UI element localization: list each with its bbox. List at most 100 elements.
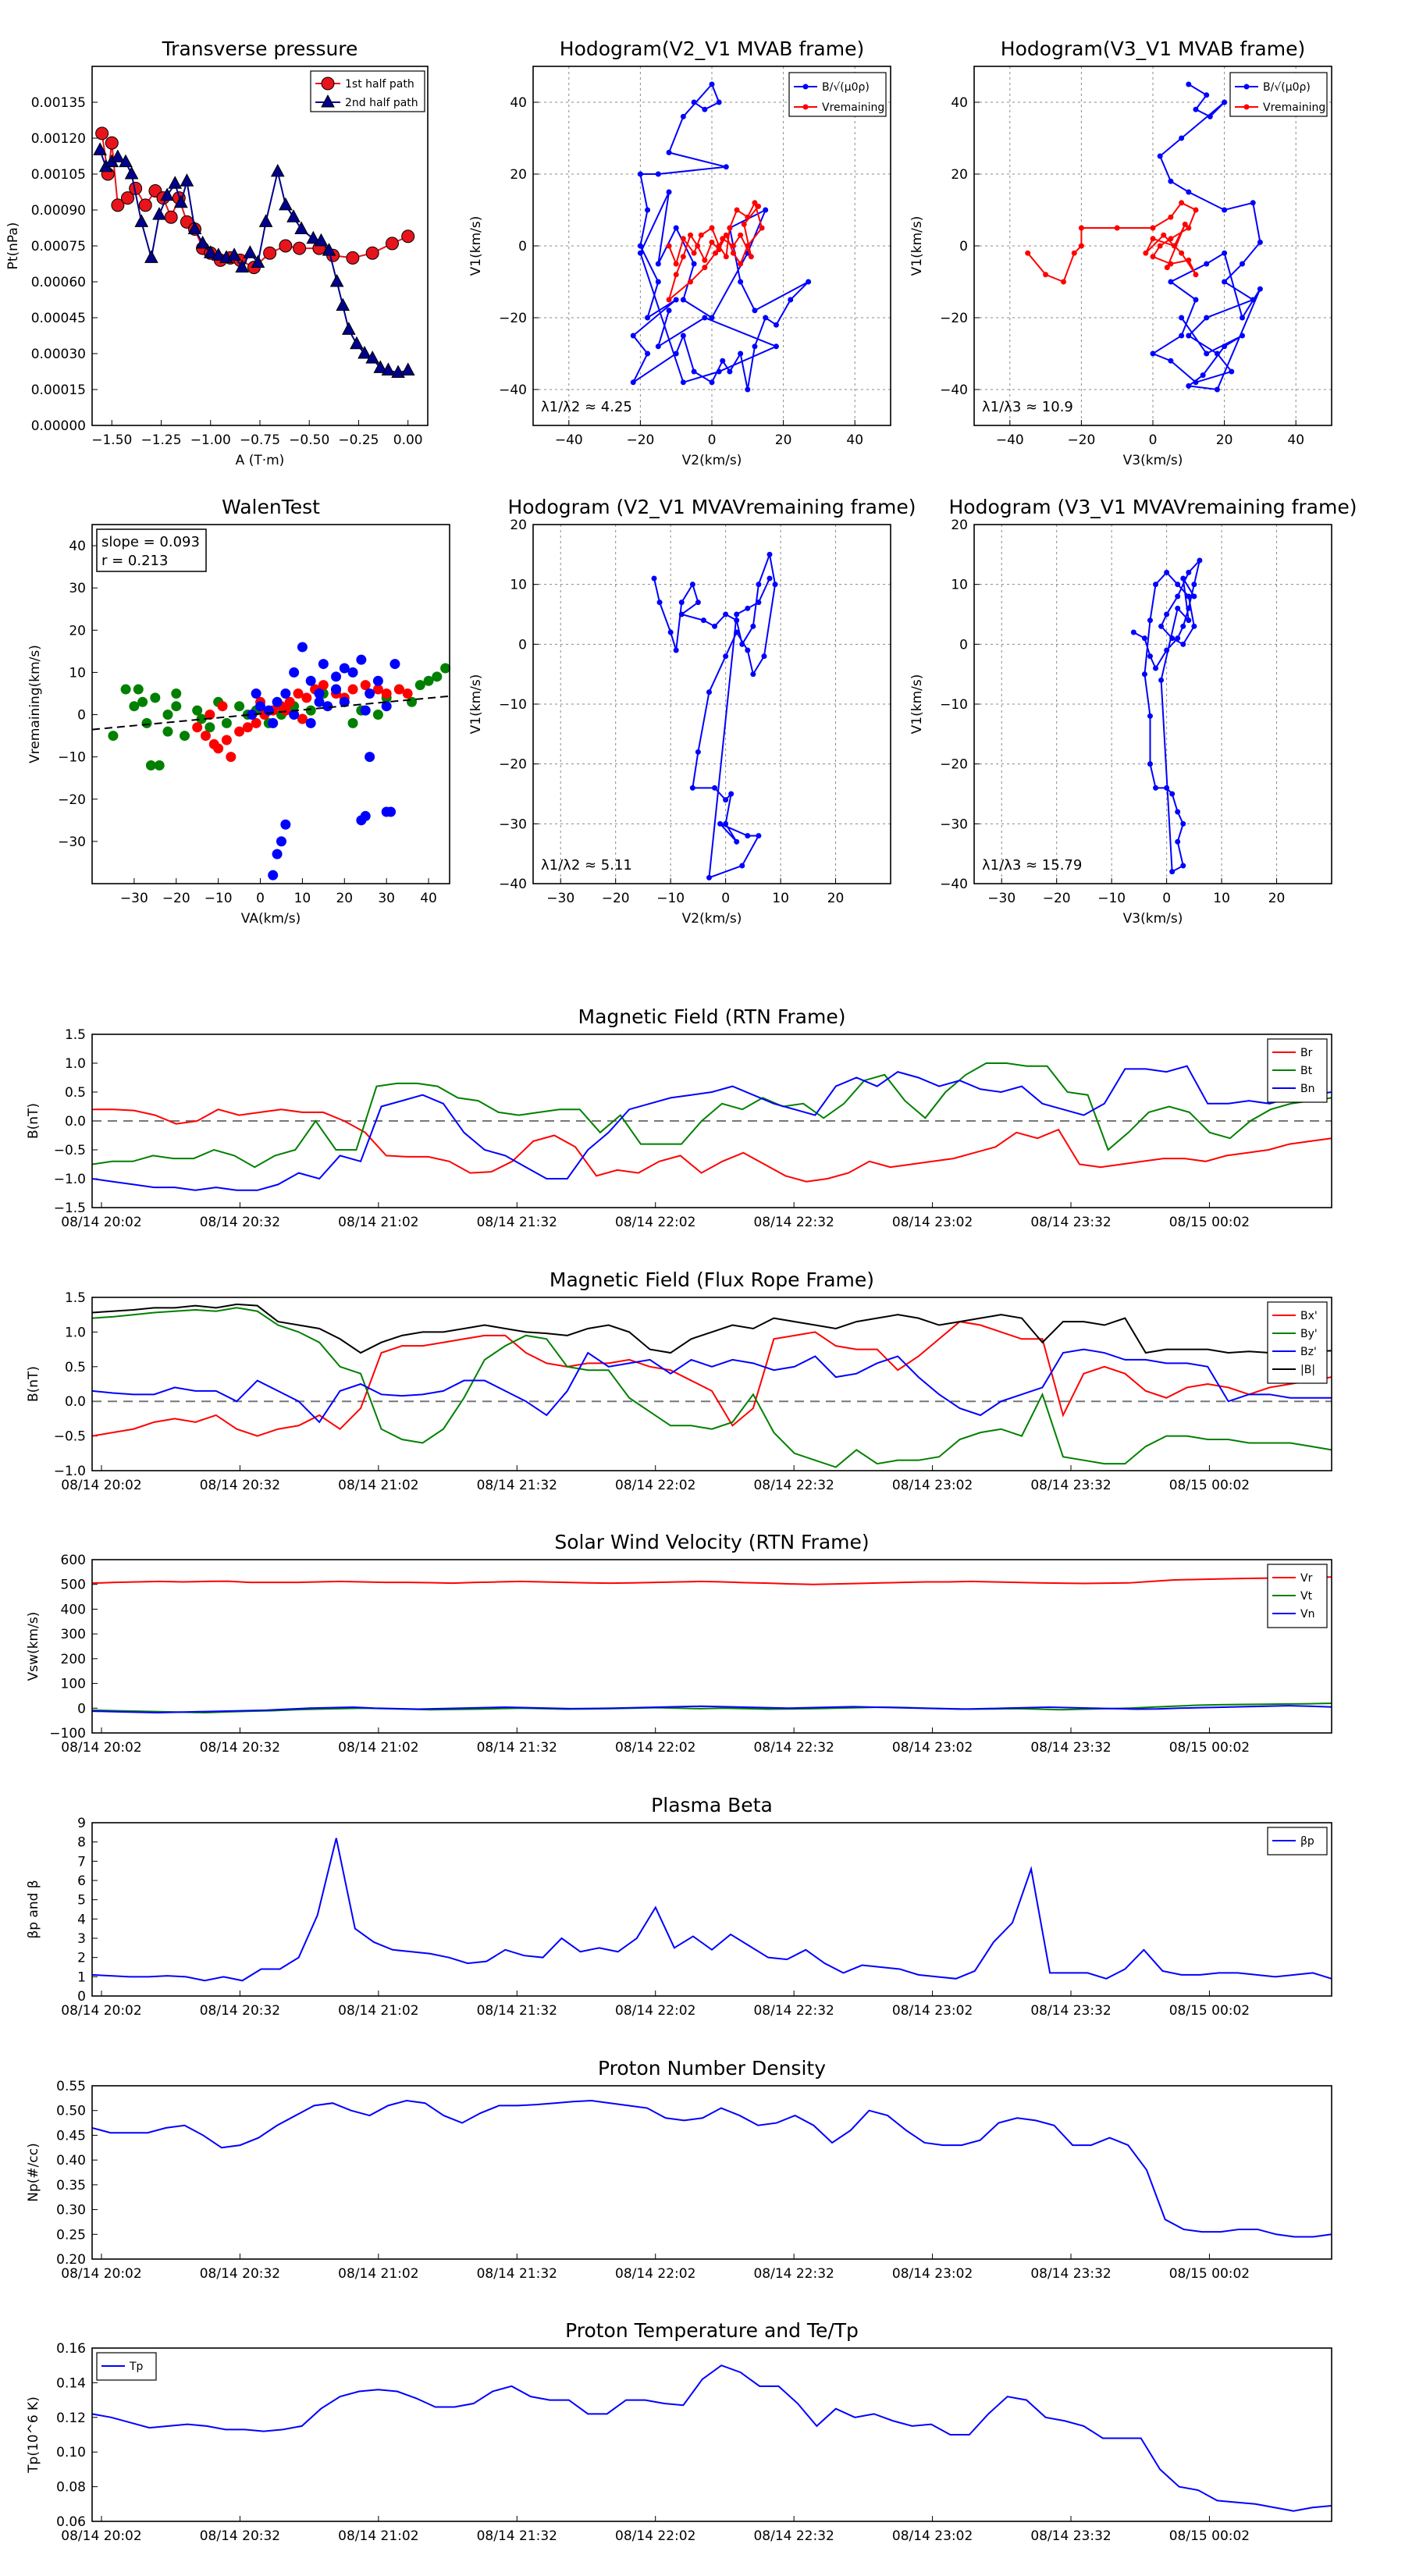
y-tick-label: 0.08 <box>56 2480 86 2496</box>
x-tick-label: 40 <box>1287 432 1304 448</box>
data-point <box>739 641 745 647</box>
data-point <box>129 701 140 712</box>
data-point <box>727 368 733 375</box>
data-point <box>717 820 724 827</box>
data-point <box>1164 569 1170 575</box>
legend-label: Br <box>1300 1047 1313 1059</box>
h3-xlabel: V2(km/s) <box>682 911 742 927</box>
y-tick-label: 0.06 <box>56 2514 86 2530</box>
data-point <box>745 605 751 611</box>
data-point <box>242 722 253 733</box>
data-point <box>365 350 380 364</box>
y-tick-label: 4 <box>77 1912 86 1927</box>
data-point <box>289 667 300 678</box>
data-point <box>137 696 148 707</box>
data-point <box>280 819 291 830</box>
data-point <box>234 726 245 737</box>
data-point <box>305 675 316 686</box>
data-point <box>702 265 708 271</box>
data-point <box>226 752 237 763</box>
legend-box <box>1267 1301 1328 1384</box>
data-point <box>1147 617 1153 624</box>
Np-line <box>91 2100 1332 2238</box>
B-line <box>631 83 809 390</box>
x-tick-label: 08/14 23:32 <box>1030 1215 1111 1230</box>
y-tick-label: 10 <box>510 578 527 593</box>
data-point <box>322 701 333 712</box>
legend-label: Tp <box>129 2361 144 2373</box>
axes-frame <box>91 66 429 426</box>
y-tick-label: 1.0 <box>65 1325 86 1340</box>
data-point <box>709 315 715 321</box>
data-point <box>1180 575 1186 582</box>
data-point <box>645 350 651 357</box>
data-point <box>673 350 679 357</box>
data-point <box>720 236 726 242</box>
data-point <box>673 647 679 653</box>
mag_rtn-ylabel: B(nT) <box>26 1103 41 1139</box>
data-point <box>739 863 745 869</box>
data-point <box>1204 92 1210 98</box>
data-point <box>734 629 740 635</box>
legend-label: 1st half path <box>345 78 414 91</box>
data-point <box>691 261 697 267</box>
data-point <box>763 207 769 213</box>
y-tick-label: 20 <box>951 518 968 533</box>
data-point <box>1193 379 1199 386</box>
data-point <box>432 671 443 682</box>
vsw-title: Solar Wind Velocity (RTN Frame) <box>554 1531 869 1553</box>
y-tick-label: 30 <box>69 581 86 596</box>
data-point <box>251 254 265 268</box>
data-point <box>402 688 413 699</box>
data-point <box>1168 279 1174 285</box>
data-point <box>164 210 178 224</box>
data-point <box>1222 279 1228 285</box>
data-point <box>1175 593 1181 600</box>
data-point <box>1186 333 1192 339</box>
x-tick-label: 08/14 22:02 <box>615 2528 695 2544</box>
np-ylabel: Np(#/cc) <box>26 2143 41 2201</box>
data-point <box>1078 243 1084 249</box>
data-point <box>761 653 767 660</box>
annotation-box <box>96 528 207 572</box>
x-tick-label: 08/14 22:32 <box>753 1740 834 1756</box>
axes-frame <box>91 2085 1332 2260</box>
data-point <box>1222 343 1228 350</box>
pt-xlabel: A (T·m) <box>236 453 285 468</box>
y-tick-label: 400 <box>61 1602 86 1617</box>
y-tick-label: 40 <box>69 539 86 554</box>
data-point <box>381 362 396 375</box>
data-point <box>688 232 694 238</box>
x-tick-label: 08/15 00:02 <box>1169 2528 1250 2544</box>
data-point <box>272 849 283 859</box>
data-point <box>763 315 769 321</box>
data-point <box>1158 677 1165 683</box>
legend-label: Vremaining <box>822 101 884 114</box>
y-tick-label: 100 <box>61 1677 86 1692</box>
data-point <box>1222 99 1228 105</box>
data-point <box>234 701 245 712</box>
data-point <box>276 836 286 847</box>
h2-ylabel: V1(km/s) <box>909 216 925 276</box>
data-point <box>1171 243 1177 249</box>
y-tick-label: −100 <box>49 1726 86 1742</box>
data-point <box>1164 785 1170 791</box>
x-tick-label: 08/14 21:32 <box>477 1740 557 1756</box>
data-point <box>279 197 293 211</box>
data-point <box>440 663 451 674</box>
y-tick-label: −30 <box>499 817 527 832</box>
legend-label: βp <box>1300 1835 1314 1848</box>
data-point <box>251 688 261 699</box>
h4-title: Hodogram (V3_V1 MVAVremaining frame) <box>949 496 1357 518</box>
data-point <box>318 680 329 691</box>
y-tick-label: 9 <box>77 1816 86 1831</box>
data-point <box>134 214 149 227</box>
data-point <box>347 684 358 695</box>
tp-title: Proton Temperature and Te/Tp <box>565 2319 859 2342</box>
data-point <box>393 684 404 695</box>
data-point <box>691 250 697 256</box>
data-point <box>728 791 735 797</box>
data-point <box>1180 863 1186 869</box>
data-point <box>1240 333 1245 339</box>
data-point <box>688 279 694 285</box>
